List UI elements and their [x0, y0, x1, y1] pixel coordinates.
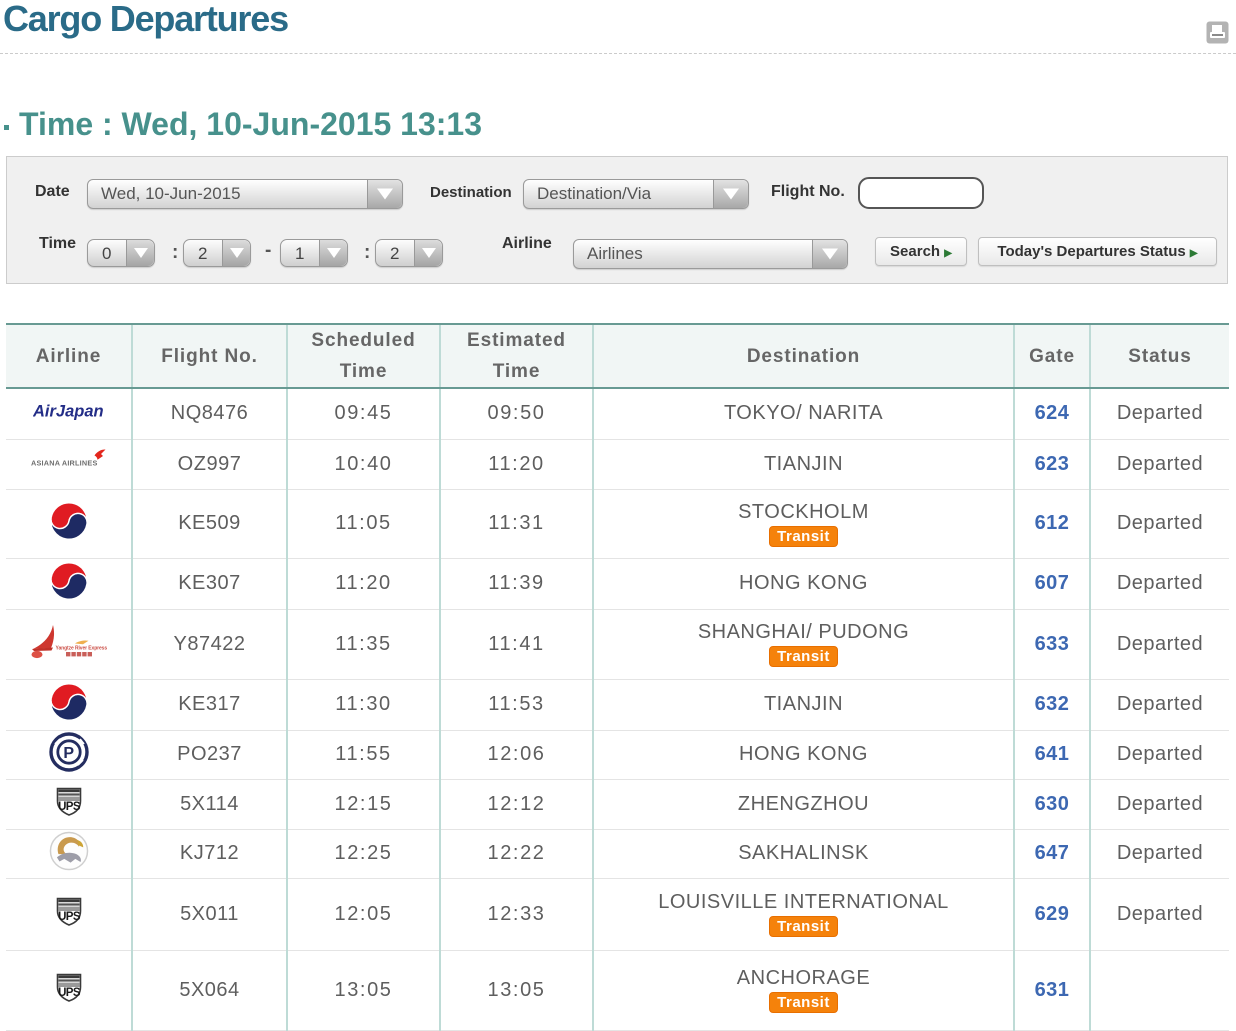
svg-text:AirJapan: AirJapan — [33, 402, 104, 420]
svg-text:ASIANA AIRLINES: ASIANA AIRLINES — [31, 459, 98, 468]
svg-text:Yangtze River Express: Yangtze River Express — [55, 645, 107, 651]
svg-text:UPS: UPS — [58, 801, 81, 813]
svg-text:P: P — [63, 745, 74, 762]
svg-text:UPS: UPS — [58, 911, 81, 923]
svg-text:UPS: UPS — [58, 987, 81, 999]
